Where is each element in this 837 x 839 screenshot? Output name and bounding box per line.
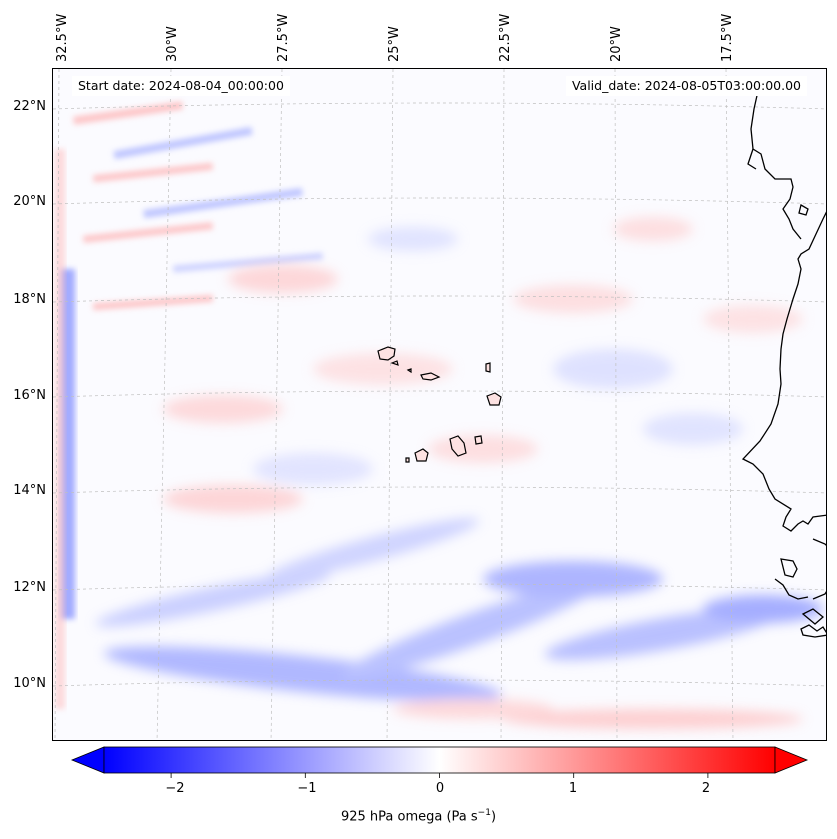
lat-label: 14°N [13, 483, 46, 498]
start-date-label: Start date: 2024-08-04_00:00:00 [72, 76, 290, 96]
lat-label: 16°N [13, 388, 46, 403]
colorbar [70, 746, 809, 778]
map-panel[interactable] [52, 68, 827, 741]
colorbar-tick-label: 0 [435, 781, 445, 796]
omega-shading [55, 101, 823, 729]
lon-label: 22.5°W [498, 13, 513, 62]
colorbar-tick-label: 1 [568, 781, 578, 796]
lat-label: 20°N [13, 194, 46, 209]
colorbar-tick-marks [170, 773, 709, 778]
lon-label: 17.5°W [720, 13, 735, 62]
colorbar-tick-label: −1 [297, 781, 317, 796]
colorbar-max-extend [774, 746, 809, 774]
omega-field-map [53, 69, 826, 740]
lat-label: 22°N [13, 99, 46, 114]
colorbar-tick-label: 2 [701, 781, 711, 796]
colorbar-label: 925 hPa omega (Pa s−1) [0, 808, 837, 824]
lon-label: 20°W [609, 26, 624, 62]
gridlines [53, 69, 826, 740]
lon-label: 25°W [387, 26, 402, 62]
colorbar-min-extend [70, 746, 105, 774]
island-outlines [377, 346, 502, 463]
lat-label: 10°N [13, 676, 46, 691]
colorbar-label-exponent: −1 [477, 808, 491, 818]
colorbar-label-suffix: ) [490, 809, 497, 825]
lon-label: 27.5°W [276, 13, 291, 62]
lon-label: 30°W [165, 26, 180, 62]
colorbar-label-text: 925 hPa omega (Pa s [340, 809, 478, 825]
lat-label: 12°N [13, 580, 46, 595]
colorbar-body [70, 746, 809, 774]
valid-date-label: Valid_date: 2024-08-05T03:00:00.00 [565, 76, 807, 96]
colorbar-gradient [103, 746, 776, 774]
lat-label: 18°N [13, 292, 46, 307]
lon-label: 32.5°W [55, 13, 70, 62]
colorbar-tick-label: −2 [165, 781, 185, 796]
coastline [741, 90, 826, 638]
